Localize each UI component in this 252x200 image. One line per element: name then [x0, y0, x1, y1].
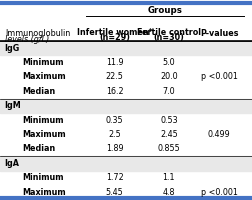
Text: 2.45: 2.45	[160, 130, 178, 139]
Text: 11.9: 11.9	[106, 58, 123, 67]
Text: 0.499: 0.499	[208, 130, 231, 139]
Text: Immunoglobulin: Immunoglobulin	[5, 29, 70, 38]
Text: 16.2: 16.2	[106, 87, 123, 96]
Text: 2.5: 2.5	[108, 130, 121, 139]
Text: P-values: P-values	[200, 29, 238, 38]
Text: levels (g/L): levels (g/L)	[5, 35, 49, 44]
Text: Maximum: Maximum	[23, 130, 66, 139]
Text: 1.89: 1.89	[106, 144, 123, 153]
Text: Median: Median	[23, 144, 56, 153]
Text: 1.72: 1.72	[106, 173, 123, 182]
Text: 0.53: 0.53	[160, 116, 178, 125]
Text: Groups: Groups	[148, 6, 182, 15]
Text: Minimum: Minimum	[23, 173, 64, 182]
Bar	[0, 41, 252, 55]
Text: 4.8: 4.8	[163, 188, 175, 197]
Bar	[0, 156, 252, 171]
Text: IgA: IgA	[4, 159, 19, 168]
Text: Median: Median	[23, 87, 56, 96]
Text: 5.0: 5.0	[163, 58, 175, 67]
Text: 7.0: 7.0	[163, 87, 175, 96]
Text: 0.35: 0.35	[106, 116, 123, 125]
Text: Fertile control: Fertile control	[137, 28, 201, 37]
Text: IgG: IgG	[4, 44, 19, 53]
Text: 5.45: 5.45	[106, 188, 123, 197]
Text: Maximum: Maximum	[23, 72, 66, 81]
Text: 1.1: 1.1	[163, 173, 175, 182]
Text: p <0.001: p <0.001	[201, 188, 238, 197]
Text: 20.0: 20.0	[160, 72, 178, 81]
Text: (n=30): (n=30)	[153, 33, 184, 42]
Text: (n=29): (n=29)	[99, 33, 130, 42]
Text: IgM: IgM	[4, 101, 20, 110]
Text: 22.5: 22.5	[106, 72, 123, 81]
Text: Maximum: Maximum	[23, 188, 66, 197]
Bar	[0, 99, 252, 113]
Text: Infertile women*: Infertile women*	[77, 28, 152, 37]
Text: p <0.001: p <0.001	[201, 72, 238, 81]
Text: Minimum: Minimum	[23, 116, 64, 125]
Text: 0.855: 0.855	[158, 144, 180, 153]
Text: Minimum: Minimum	[23, 58, 64, 67]
